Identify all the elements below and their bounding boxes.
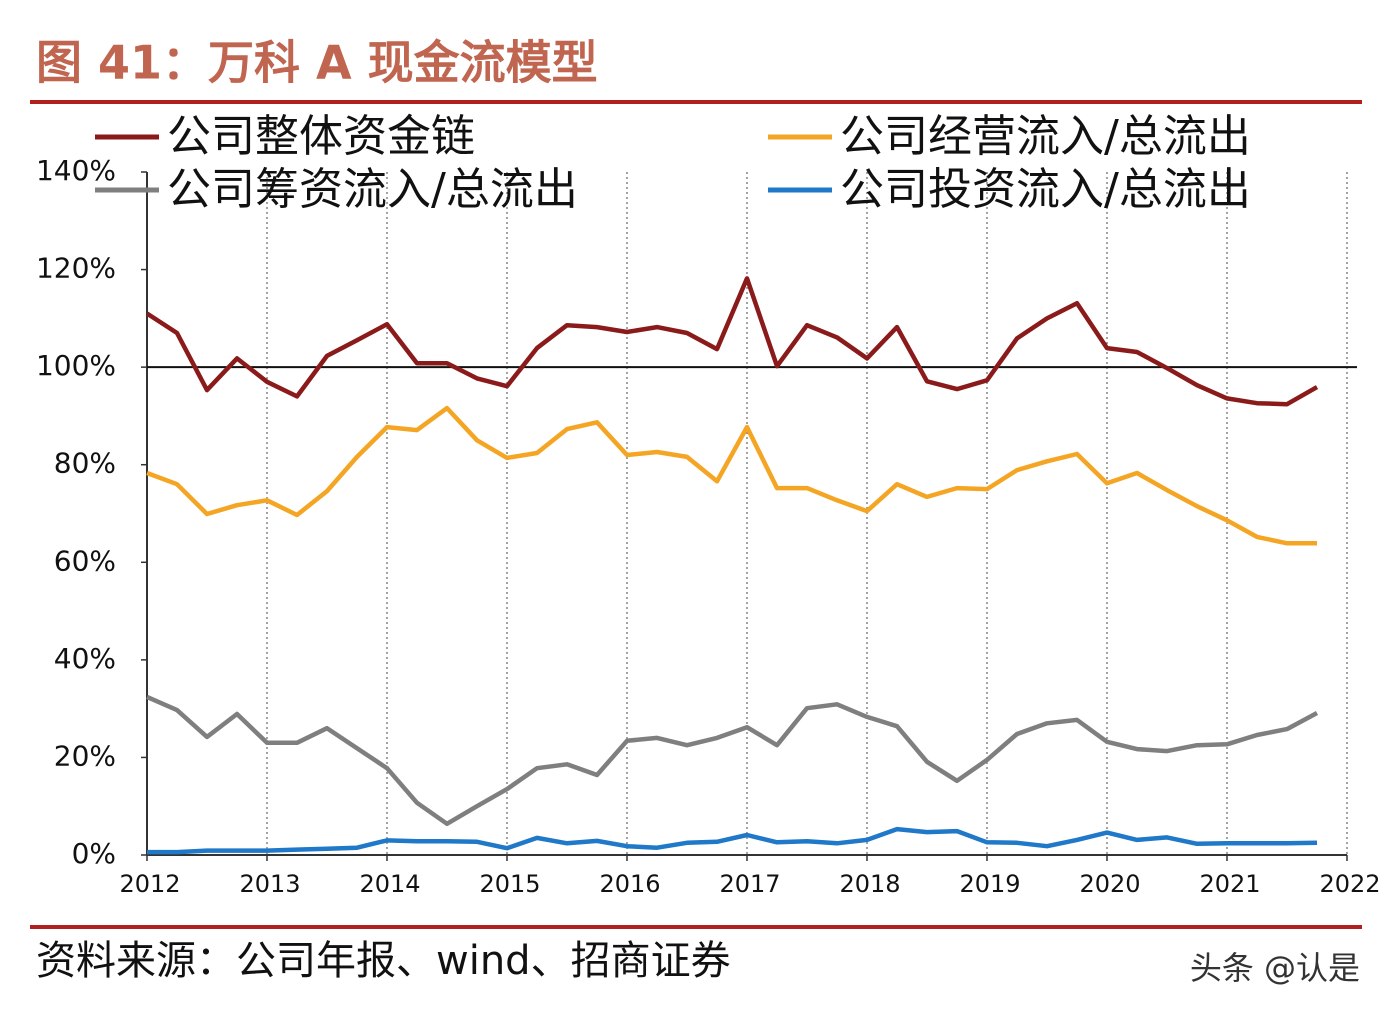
y-tick-label: 140% bbox=[36, 154, 116, 187]
top-rule bbox=[30, 100, 1362, 104]
x-tick-label: 2013 bbox=[239, 870, 300, 898]
legend-label: 公司经营流入/总流出 bbox=[840, 111, 1251, 162]
x-tick-label: 2019 bbox=[959, 870, 1020, 898]
y-tick-label: 60% bbox=[54, 544, 116, 577]
x-tick-label: 2020 bbox=[1079, 870, 1140, 898]
x-tick-label: 2018 bbox=[839, 870, 900, 898]
y-tick-label: 80% bbox=[54, 447, 116, 480]
legend-label: 公司筹资流入/总流出 bbox=[167, 164, 578, 215]
x-tick-label: 2012 bbox=[119, 870, 180, 898]
y-tick-label: 0% bbox=[72, 837, 116, 870]
y-tick-label: 120% bbox=[36, 252, 116, 285]
series-line bbox=[145, 276, 1319, 407]
y-tick-label: 40% bbox=[54, 642, 116, 675]
x-tick-label: 2015 bbox=[479, 870, 540, 898]
chart-title: 图 41：万科 A 现金流模型 bbox=[36, 36, 598, 90]
series-line bbox=[146, 405, 1317, 546]
legend-label: 公司投资流入/总流出 bbox=[840, 164, 1251, 215]
y-tick-label: 100% bbox=[36, 349, 116, 382]
source-note: 资料来源：公司年报、wind、招商证券 bbox=[36, 938, 731, 984]
series-line bbox=[146, 694, 1319, 827]
x-tick-label: 2014 bbox=[359, 870, 420, 898]
x-tick-label: 2021 bbox=[1199, 870, 1260, 898]
legend-label: 公司整体资金链 bbox=[167, 111, 475, 162]
series-line bbox=[147, 826, 1318, 855]
watermark: 头条 @认是 bbox=[1190, 949, 1360, 987]
bottom-rule bbox=[30, 925, 1362, 929]
y-tick-label: 20% bbox=[54, 739, 116, 772]
x-tick-label: 2017 bbox=[719, 870, 780, 898]
x-tick-label: 2016 bbox=[599, 870, 660, 898]
x-tick-label: 2022 bbox=[1319, 870, 1380, 898]
